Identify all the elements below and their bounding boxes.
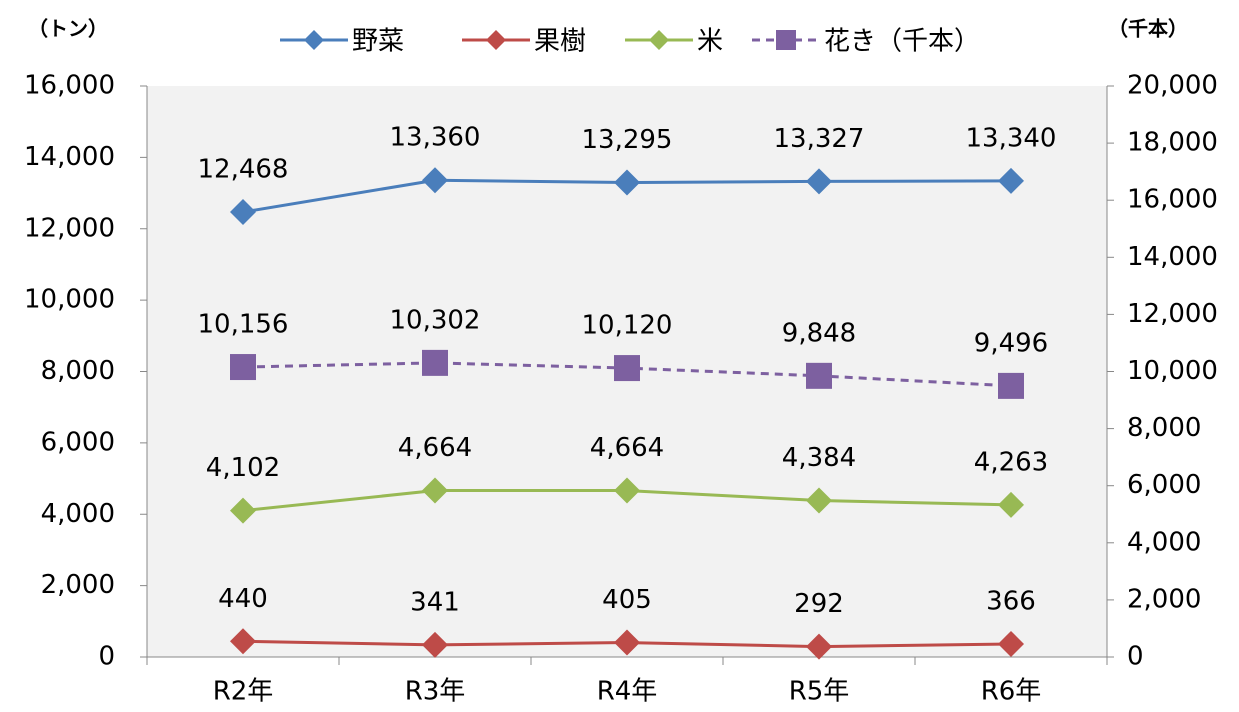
- y-tick-label: 12,000: [24, 213, 115, 243]
- x-tick-label: R5年: [789, 677, 850, 707]
- data-point: [422, 349, 448, 376]
- y2-tick-label: 0: [1127, 642, 1144, 672]
- data-point: [998, 167, 1024, 194]
- data-point: [998, 491, 1024, 518]
- data-point: [230, 628, 256, 655]
- y2-tick-label: 8,000: [1127, 413, 1201, 443]
- y2-tick-label: 12,000: [1127, 299, 1218, 329]
- data-point: [614, 629, 640, 656]
- y2-tick-label: 4,000: [1127, 527, 1201, 557]
- x-tick-label: R3年: [405, 677, 466, 707]
- y-tick-label: 2,000: [41, 570, 115, 600]
- y-tick-label: 6,000: [41, 427, 115, 457]
- data-point: [806, 487, 832, 514]
- legend-marker: [649, 30, 669, 50]
- y2-tick-label: 2,000: [1127, 584, 1201, 614]
- data-label: 9,848: [782, 318, 856, 348]
- y-tick-label: 16,000: [24, 71, 115, 101]
- data-label: 4,664: [590, 433, 664, 463]
- data-label: 4,664: [398, 433, 472, 463]
- legend-marker: [486, 30, 506, 50]
- data-label: 4,384: [782, 443, 856, 473]
- y-axis-label: （トン）: [28, 17, 108, 41]
- y2-tick-label: 18,000: [1127, 128, 1218, 158]
- data-point: [806, 168, 832, 195]
- data-point: [614, 355, 640, 382]
- data-label: 10,120: [582, 311, 673, 341]
- data-label: 4,102: [206, 453, 280, 483]
- data-point: [998, 372, 1024, 399]
- data-point: [614, 477, 640, 504]
- legend-label: 果樹: [534, 27, 586, 57]
- data-point: [806, 633, 832, 660]
- legend-label: 米: [697, 27, 723, 57]
- x-tick-label: R2年: [213, 677, 274, 707]
- y2-tick-label: 14,000: [1127, 242, 1218, 272]
- y-tick-label: 10,000: [24, 285, 115, 315]
- data-label: 341: [410, 587, 460, 617]
- data-label: 10,156: [198, 310, 289, 340]
- legend-marker: [304, 30, 324, 50]
- data-label: 4,263: [974, 447, 1048, 477]
- y-tick-label: 4,000: [41, 499, 115, 529]
- data-point: [806, 362, 832, 389]
- data-point: [230, 497, 256, 524]
- data-label: 440: [218, 584, 268, 614]
- data-label: 12,468: [198, 155, 289, 185]
- data-label: 10,302: [390, 305, 481, 335]
- data-label: 292: [794, 589, 844, 619]
- y2-axis-label: （千本）: [1108, 17, 1188, 41]
- y2-tick-label: 10,000: [1127, 356, 1218, 386]
- legend-label: 野菜: [352, 27, 404, 57]
- y2-tick-label: 20,000: [1127, 71, 1218, 101]
- y2-tick-label: 16,000: [1127, 185, 1218, 215]
- data-point: [998, 630, 1024, 657]
- y-tick-label: 8,000: [41, 356, 115, 386]
- legend-label: 花き（千本）: [824, 27, 980, 57]
- data-label: 9,496: [974, 328, 1048, 358]
- data-point: [422, 167, 448, 194]
- data-point: [422, 631, 448, 658]
- data-label: 13,295: [582, 125, 673, 155]
- legend-marker: [776, 30, 796, 50]
- data-label: 13,340: [966, 123, 1057, 153]
- x-tick-label: R4年: [597, 677, 658, 707]
- data-point: [230, 354, 256, 381]
- data-point: [230, 199, 256, 226]
- data-label: 13,327: [774, 124, 865, 154]
- data-point: [422, 477, 448, 504]
- x-tick-label: R6年: [981, 677, 1042, 707]
- data-label: 405: [602, 585, 652, 615]
- y-tick-label: 0: [98, 642, 115, 672]
- y2-tick-label: 6,000: [1127, 470, 1201, 500]
- data-label: 13,360: [390, 123, 481, 153]
- data-point: [614, 169, 640, 196]
- y-tick-label: 14,000: [24, 142, 115, 172]
- data-label: 366: [986, 586, 1036, 616]
